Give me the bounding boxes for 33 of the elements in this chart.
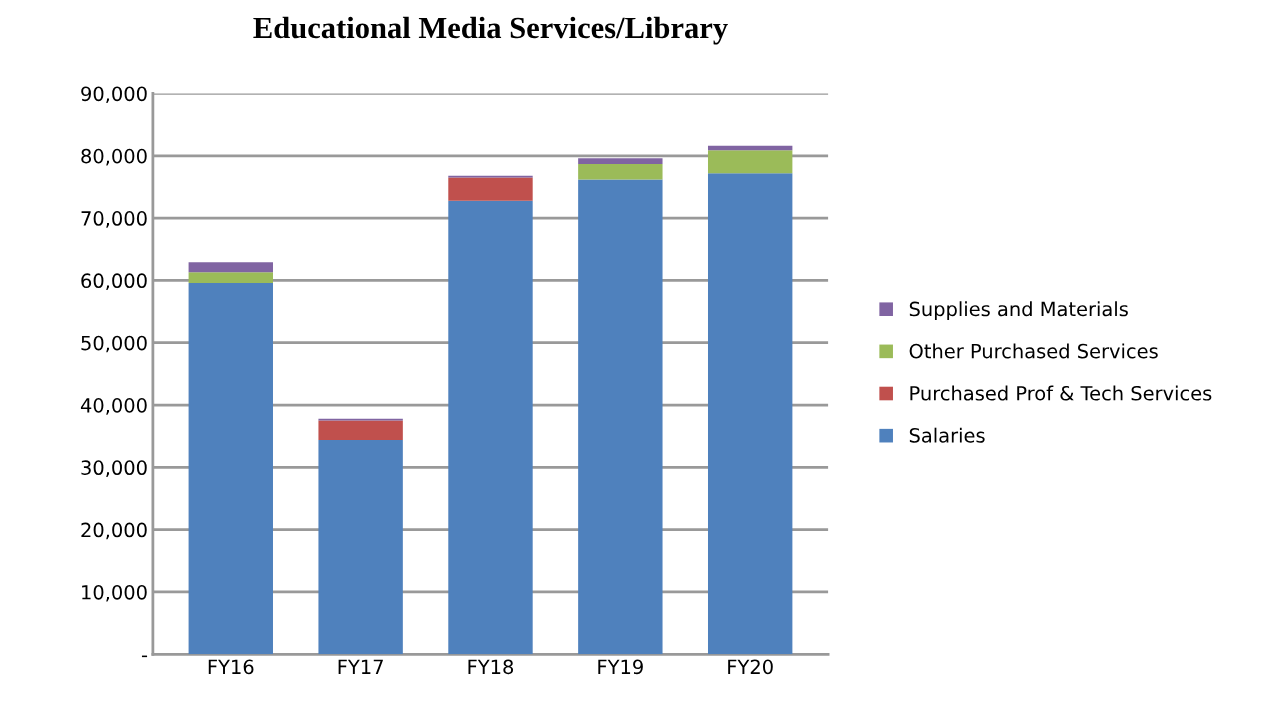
bar [318,439,403,655]
x-tick-label: FY20 [728,659,773,675]
legend-label: Purchased Prof & Tech Services [910,385,1212,401]
x-tick-label: FY16 [208,659,254,675]
y-tick-label: 70,000 [81,211,147,228]
bar [448,200,533,655]
bar [188,272,273,283]
y-tick-label: 90,000 [81,86,147,104]
legend-label: Supplies and Materials [909,301,1128,321]
y-tick-label: 10,000 [82,584,147,602]
x-tick-label: FY18 [468,659,514,675]
chart-title: Educational Media Services/Library [253,16,728,45]
bar [707,173,793,655]
bar [188,282,273,655]
bar [318,420,403,440]
y-tick-label: 30,000 [81,460,147,477]
x-tick-label: FY19 [598,659,643,675]
y-tick-label: 20,000 [81,522,147,540]
bar [188,262,273,273]
legend-label: Other Purchased Services [909,343,1158,359]
bar [578,163,663,180]
bar [707,150,793,174]
x-tick-label: FY17 [338,659,383,674]
y-tick-label: - [141,655,148,658]
bar [448,177,533,201]
bar [578,179,663,655]
y-tick-label: 50,000 [81,335,147,353]
bar [578,158,663,164]
y-tick-label: 40,000 [80,397,147,415]
legend-label: Salaries [909,427,985,443]
y-tick-label: 80,000 [81,148,147,166]
bar [707,145,793,151]
y-tick-label: 60,000 [81,273,147,291]
